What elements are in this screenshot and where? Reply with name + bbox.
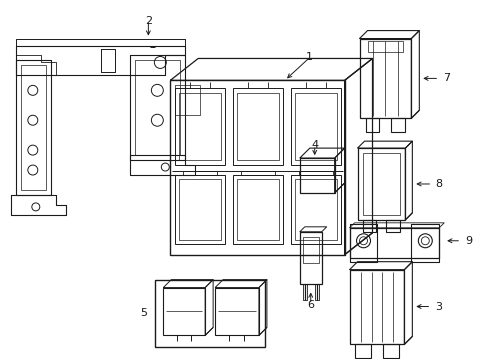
Bar (362, 153, 400, 215)
Text: 8: 8 (435, 179, 442, 189)
Bar (365, 118, 379, 132)
Bar (233, 88, 282, 165)
Bar (163, 288, 205, 336)
Bar (175, 88, 224, 165)
Bar (294, 93, 336, 160)
Bar (299, 232, 321, 284)
Bar (294, 179, 336, 240)
Text: 5: 5 (140, 309, 146, 319)
Bar (390, 118, 405, 132)
Bar (170, 80, 344, 255)
Text: 1: 1 (305, 53, 313, 63)
Bar (155, 280, 264, 347)
Bar (302, 237, 318, 263)
Bar (383, 345, 399, 358)
Bar (354, 345, 370, 358)
Bar (179, 179, 221, 240)
Bar (237, 93, 278, 160)
Text: 4: 4 (310, 140, 318, 150)
Bar (386, 220, 400, 232)
Text: 3: 3 (434, 302, 441, 311)
Text: 9: 9 (465, 236, 472, 246)
Bar (237, 179, 278, 240)
Bar (215, 288, 259, 336)
Bar (299, 158, 334, 193)
Bar (357, 148, 405, 220)
Bar (349, 270, 404, 345)
Bar (362, 220, 376, 232)
Bar (179, 93, 221, 160)
Bar (359, 39, 410, 118)
Bar (367, 41, 403, 53)
Text: 7: 7 (442, 73, 449, 84)
Text: 6: 6 (306, 300, 314, 310)
Bar (290, 88, 340, 165)
Bar (233, 175, 282, 244)
Text: 2: 2 (144, 15, 152, 26)
Bar (290, 175, 340, 244)
Bar (175, 175, 224, 244)
